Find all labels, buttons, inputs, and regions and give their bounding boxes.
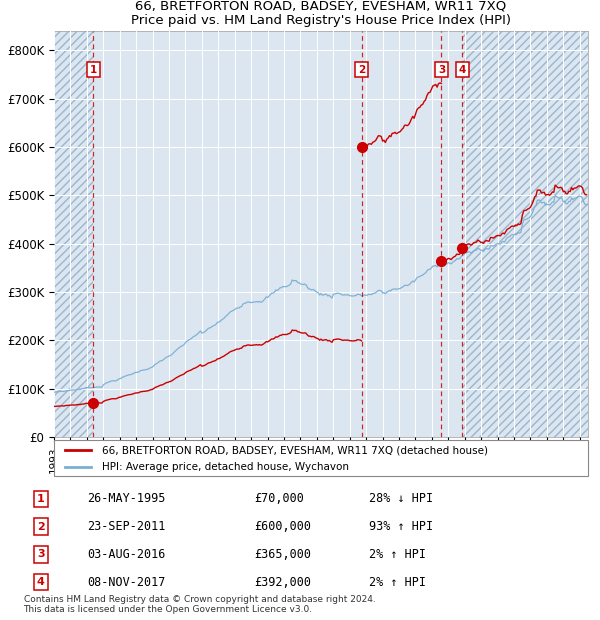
- Text: 3: 3: [438, 64, 445, 74]
- Text: 1: 1: [37, 494, 44, 503]
- Text: HPI: Average price, detached house, Wychavon: HPI: Average price, detached house, Wych…: [102, 462, 349, 472]
- Text: 3: 3: [37, 549, 44, 559]
- Bar: [463, 31, 588, 437]
- Text: 2: 2: [37, 521, 44, 531]
- Text: 4: 4: [37, 577, 45, 587]
- Text: 93% ↑ HPI: 93% ↑ HPI: [369, 520, 433, 533]
- Text: £600,000: £600,000: [254, 520, 311, 533]
- Text: Contains HM Land Registry data © Crown copyright and database right 2024.
This d: Contains HM Land Registry data © Crown c…: [23, 595, 375, 614]
- Text: £392,000: £392,000: [254, 576, 311, 589]
- Bar: [54, 31, 93, 437]
- Text: 03-AUG-2016: 03-AUG-2016: [87, 548, 165, 561]
- Text: 2% ↑ HPI: 2% ↑ HPI: [369, 548, 426, 561]
- Text: 66, BRETFORTON ROAD, BADSEY, EVESHAM, WR11 7XQ (detached house): 66, BRETFORTON ROAD, BADSEY, EVESHAM, WR…: [102, 445, 488, 455]
- Text: £365,000: £365,000: [254, 548, 311, 561]
- Text: 08-NOV-2017: 08-NOV-2017: [87, 576, 165, 589]
- FancyBboxPatch shape: [54, 440, 588, 476]
- Text: 2% ↑ HPI: 2% ↑ HPI: [369, 576, 426, 589]
- Text: 4: 4: [458, 64, 466, 74]
- Text: 26-MAY-1995: 26-MAY-1995: [87, 492, 165, 505]
- Text: £70,000: £70,000: [254, 492, 304, 505]
- Text: 2: 2: [358, 64, 365, 74]
- Text: 1: 1: [89, 64, 97, 74]
- Title: 66, BRETFORTON ROAD, BADSEY, EVESHAM, WR11 7XQ
Price paid vs. HM Land Registry's: 66, BRETFORTON ROAD, BADSEY, EVESHAM, WR…: [131, 0, 511, 27]
- Text: 23-SEP-2011: 23-SEP-2011: [87, 520, 165, 533]
- Text: 28% ↓ HPI: 28% ↓ HPI: [369, 492, 433, 505]
